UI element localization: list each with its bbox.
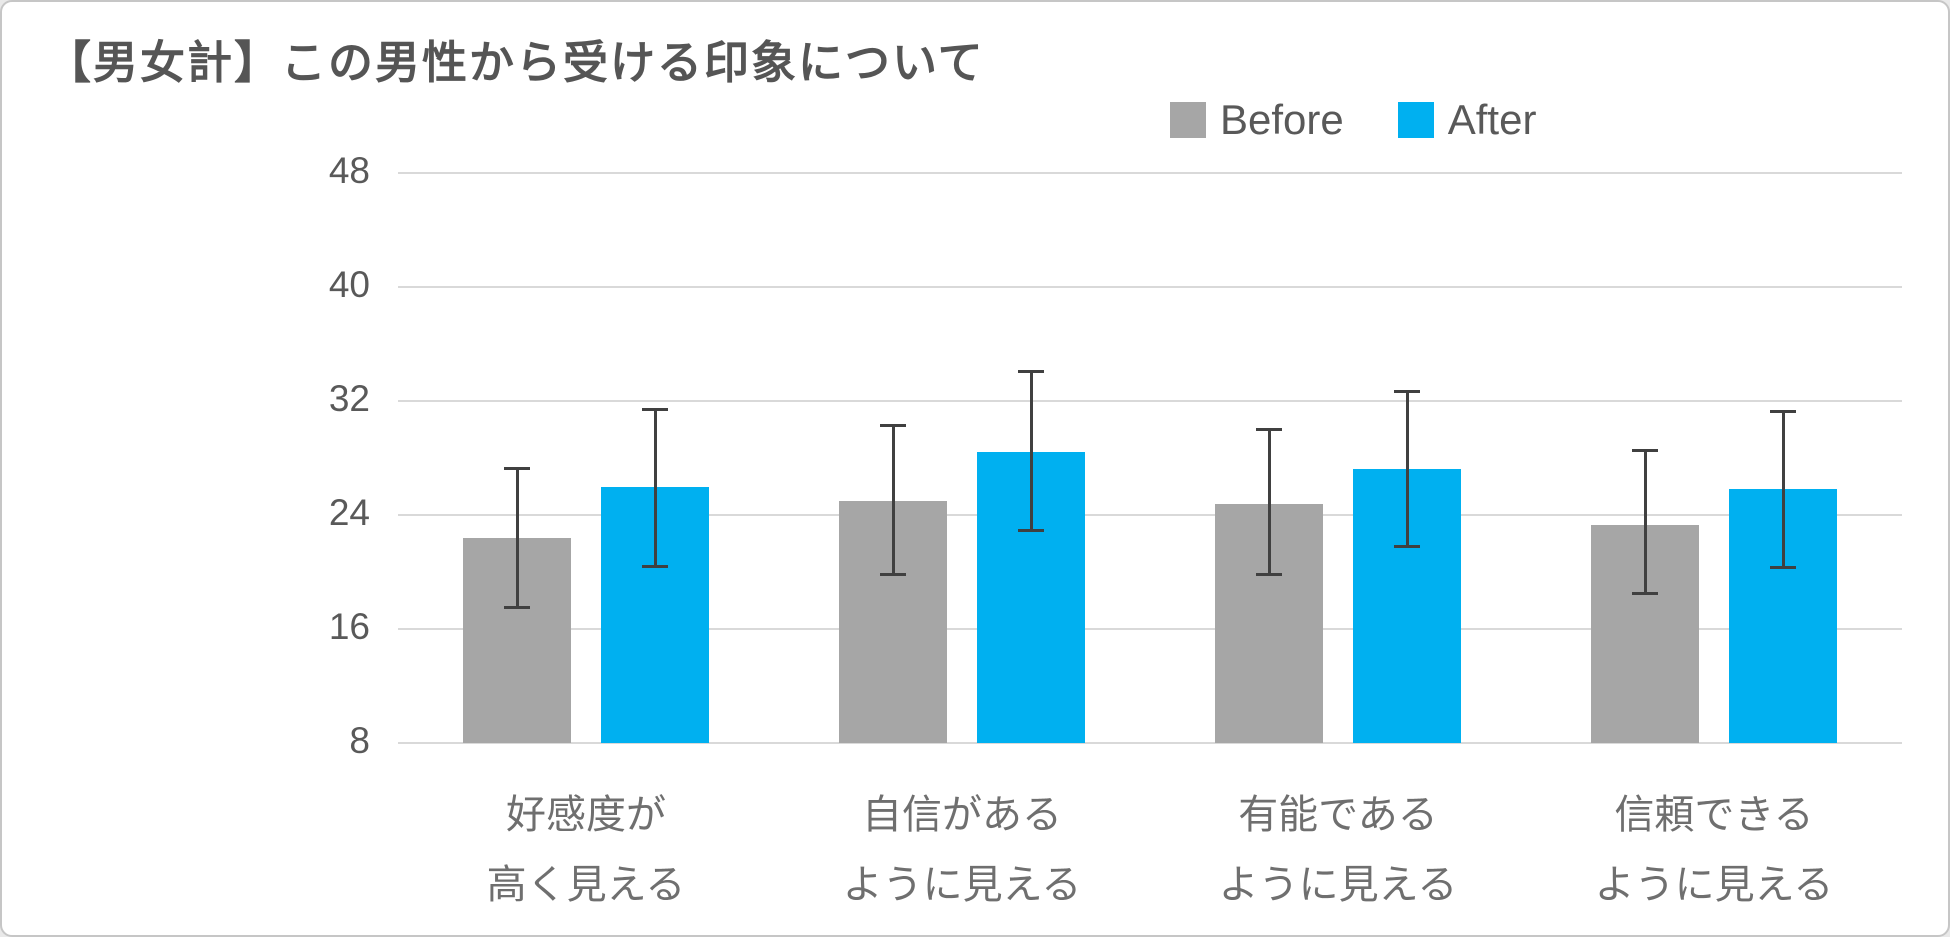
- error-bar-before-3: [1643, 449, 1647, 595]
- x-category-line: 好感度が: [506, 793, 666, 837]
- error-cap-high-before-0: [504, 466, 530, 470]
- y-tick-label-24: 24: [328, 492, 370, 533]
- x-category-line: ように見える: [1218, 863, 1458, 907]
- error-bar-after-1: [1029, 369, 1033, 533]
- y-tick-label-40: 40: [328, 264, 370, 305]
- error-cap-low-before-3: [1632, 591, 1658, 595]
- error-cap-high-after-0: [642, 408, 668, 412]
- plot-area: [398, 172, 1902, 744]
- x-category-line: 高く見える: [486, 863, 686, 907]
- x-category-line: 信頼できる: [1614, 793, 1814, 837]
- gridline-24: [398, 514, 1902, 516]
- error-bar-after-0: [653, 408, 657, 568]
- x-axis-labels: 好感度が 高く見える 自信がある ように見える 有能である ように見える 信頼できる ように見…: [398, 780, 1902, 930]
- gridline-48: [398, 172, 1902, 174]
- error-cap-high-after-2: [1394, 389, 1420, 393]
- error-cap-low-after-0: [642, 564, 668, 568]
- y-tick-label-8: 8: [349, 720, 370, 761]
- gridline-32: [398, 400, 1902, 402]
- error-cap-low-after-1: [1018, 529, 1044, 533]
- x-category-label-1: 自信があるように見える: [774, 780, 1150, 920]
- gridline-40: [398, 286, 1902, 288]
- x-category-line: 有能である: [1238, 793, 1438, 837]
- error-cap-high-before-1: [880, 423, 906, 427]
- legend-swatch-before: [1170, 102, 1206, 138]
- legend-item-before: Before: [1170, 96, 1344, 144]
- error-cap-high-after-3: [1770, 409, 1796, 413]
- error-bar-before-1: [891, 423, 895, 577]
- x-category-line: ように見える: [842, 863, 1082, 907]
- gridline-16: [398, 628, 1902, 630]
- error-cap-high-before-3: [1632, 449, 1658, 453]
- legend-swatch-after: [1397, 102, 1434, 138]
- y-tick-label-48: 48: [328, 150, 370, 191]
- error-bar-after-2: [1405, 389, 1409, 548]
- legend-label-before: Before: [1220, 96, 1344, 143]
- error-cap-low-after-2: [1394, 544, 1420, 548]
- gridline-8: [398, 742, 1902, 744]
- legend: Before After: [1170, 96, 1536, 144]
- error-cap-high-before-2: [1256, 428, 1282, 432]
- error-cap-high-after-1: [1018, 369, 1044, 373]
- error-cap-low-before-1: [880, 573, 906, 577]
- y-tick-label-32: 32: [328, 378, 370, 419]
- error-cap-low-before-2: [1256, 573, 1282, 577]
- error-bar-before-2: [1267, 428, 1271, 577]
- x-category-line: ように見える: [1594, 863, 1834, 907]
- error-bar-before-0: [515, 466, 519, 610]
- error-bar-after-3: [1781, 409, 1785, 570]
- x-category-line: 自信がある: [862, 793, 1062, 837]
- error-cap-low-before-0: [504, 606, 530, 610]
- x-category-label-0: 好感度が 高く見える: [398, 780, 774, 920]
- legend-item-after: After: [1397, 96, 1537, 144]
- error-cap-low-after-3: [1770, 566, 1796, 570]
- legend-label-after: After: [1447, 96, 1537, 143]
- x-category-label-3: 信頼できるように見える: [1526, 780, 1902, 920]
- y-tick-label-16: 16: [328, 606, 370, 647]
- chart-title: 【男女計】この男性から受ける印象について: [46, 37, 985, 88]
- x-category-label-2: 有能であるように見える: [1150, 780, 1526, 920]
